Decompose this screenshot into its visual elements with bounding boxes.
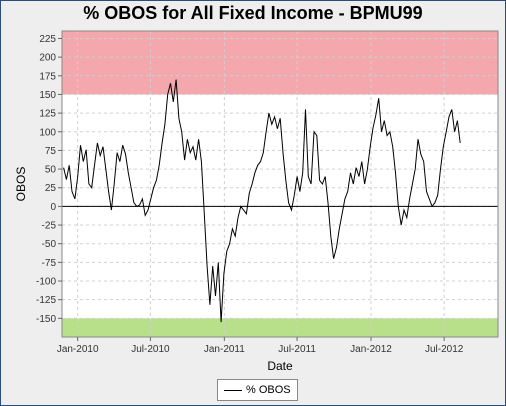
y-tick-label: 200: [39, 53, 56, 64]
y-tick-label: -100: [36, 277, 56, 288]
overbought-band: [62, 31, 498, 95]
y-tick-label: 75: [45, 146, 57, 157]
oversold-band: [62, 318, 498, 337]
series-line-obos: [63, 79, 461, 323]
legend: % OBOS: [217, 379, 298, 401]
x-tick-label: Jul-2012: [425, 344, 464, 355]
y-tick-label: -150: [36, 314, 56, 325]
y-tick-label: -50: [42, 239, 57, 250]
x-tick-label: Jul-2011: [278, 344, 316, 355]
y-tick-label: 25: [45, 183, 57, 194]
legend-label: % OBOS: [246, 384, 291, 396]
y-axis-label: OBOS: [14, 167, 28, 202]
y-tick-label: 0: [50, 202, 56, 213]
y-tick-label: 150: [39, 90, 56, 101]
y-tick-label: 50: [45, 165, 57, 176]
x-tick-label: Jul-2010: [131, 344, 170, 355]
plot-border: [61, 30, 499, 338]
legend-line-swatch: [224, 389, 242, 391]
x-axis-label: Date: [267, 359, 293, 373]
y-tick-label: -75: [42, 258, 57, 269]
y-tick-label: -125: [36, 295, 56, 306]
y-tick-label: 100: [39, 127, 56, 138]
x-tick-label: Jan-2012: [350, 344, 392, 355]
x-tick-label: Jan-2010: [57, 344, 99, 355]
chart-title: % OBOS for All Fixed Income - BPMU99: [83, 3, 423, 23]
x-tick-label: Jan-2011: [204, 344, 245, 355]
y-tick-label: 125: [39, 109, 56, 120]
y-tick-label: -25: [42, 221, 57, 232]
y-tick-label: 225: [39, 34, 56, 45]
y-tick-label: 175: [39, 71, 56, 82]
